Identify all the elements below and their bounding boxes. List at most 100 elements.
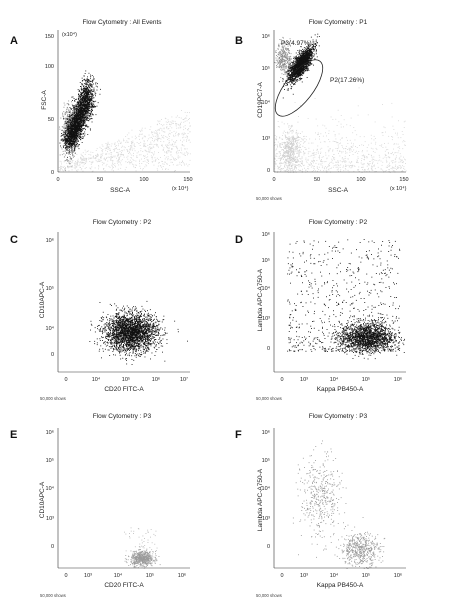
- event-point: [92, 95, 94, 97]
- event-point: [90, 96, 92, 97]
- event-point: [87, 81, 89, 82]
- event-point: [74, 108, 76, 110]
- event-point: [89, 119, 91, 120]
- event-point: [304, 141, 306, 143]
- event-point: [163, 149, 164, 151]
- event-point: [183, 145, 185, 147]
- event-point: [87, 103, 89, 105]
- event-point: [347, 149, 348, 150]
- event-point: [326, 157, 328, 159]
- event-point: [142, 161, 144, 162]
- event-point: [354, 130, 356, 132]
- event-point: [367, 163, 369, 164]
- event-point: [275, 154, 277, 156]
- event-point: [402, 165, 403, 167]
- event-point: [172, 143, 174, 145]
- event-point: [293, 170, 295, 172]
- event-point: [166, 152, 168, 154]
- event-point: [131, 136, 133, 138]
- event-point: [330, 161, 332, 163]
- event-point: [320, 160, 321, 162]
- event-point: [373, 165, 375, 167]
- event-point: [168, 121, 170, 123]
- event-point: [78, 133, 80, 135]
- event-point: [170, 124, 172, 126]
- event-point: [91, 104, 93, 106]
- event-point: [86, 118, 88, 120]
- event-point: [76, 117, 78, 118]
- event-point: [88, 92, 90, 94]
- event-point: [393, 148, 394, 150]
- event-point: [392, 136, 394, 138]
- event-point: [379, 145, 381, 146]
- event-point: [71, 103, 73, 105]
- event-point: [154, 135, 156, 137]
- event-point: [97, 158, 99, 160]
- event-point: [64, 123, 65, 125]
- event-point: [65, 133, 66, 135]
- event-point: [337, 169, 339, 171]
- event-point: [150, 148, 151, 149]
- event-point: [70, 120, 71, 121]
- event-point: [88, 104, 89, 106]
- event-point: [285, 154, 287, 156]
- event-point: [71, 135, 73, 137]
- event-point: [81, 102, 82, 104]
- event-point: [182, 134, 184, 136]
- event-point: [364, 169, 365, 170]
- event-point: [77, 125, 79, 127]
- event-point: [93, 90, 95, 92]
- event-point: [73, 143, 75, 145]
- event-point: [68, 136, 70, 137]
- event-point: [278, 167, 280, 168]
- event-point: [100, 88, 101, 90]
- event-point: [307, 160, 309, 161]
- event-point: [277, 171, 278, 173]
- event-point: [275, 138, 276, 140]
- event-point: [119, 148, 120, 150]
- event-point: [329, 148, 331, 150]
- event-point: [289, 159, 291, 161]
- event-point: [319, 158, 320, 160]
- event-point: [87, 134, 89, 135]
- event-point: [391, 153, 393, 155]
- event-point: [77, 112, 79, 114]
- event-point: [117, 162, 118, 164]
- event-point: [81, 84, 83, 86]
- event-point: [78, 117, 80, 118]
- event-point: [332, 140, 334, 142]
- event-point: [70, 121, 72, 122]
- event-point: [85, 167, 87, 168]
- event-point: [274, 161, 276, 162]
- event-point: [363, 136, 365, 138]
- event-point: [62, 132, 64, 134]
- event-point: [58, 167, 60, 168]
- event-point: [129, 148, 131, 150]
- event-point: [72, 129, 74, 131]
- event-point: [150, 126, 152, 128]
- event-point: [166, 163, 168, 165]
- event-point: [387, 142, 389, 144]
- event-point: [309, 138, 311, 140]
- event-point: [89, 101, 91, 102]
- event-point: [75, 115, 77, 116]
- event-point: [90, 76, 92, 78]
- event-point: [351, 146, 353, 148]
- event-point: [86, 91, 88, 92]
- event-point: [91, 91, 93, 93]
- event-point: [78, 115, 80, 117]
- event-point: [76, 109, 77, 111]
- event-point: [129, 163, 131, 165]
- event-point: [377, 162, 379, 164]
- event-point: [69, 119, 71, 121]
- event-point: [360, 162, 362, 164]
- event-point: [357, 158, 359, 159]
- event-point: [361, 158, 363, 159]
- event-point: [83, 86, 85, 88]
- event-point: [70, 150, 72, 152]
- event-point: [79, 100, 81, 101]
- event-point: [67, 130, 69, 132]
- event-point: [318, 156, 320, 158]
- event-point: [128, 132, 130, 134]
- event-point: [342, 166, 344, 168]
